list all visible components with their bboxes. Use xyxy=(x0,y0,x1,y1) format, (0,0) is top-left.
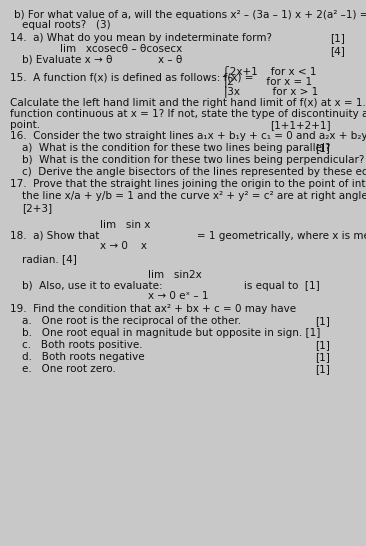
Text: x → 0    x: x → 0 x xyxy=(100,241,147,251)
Text: b)  Also, use it to evaluate:                         is equal to  [1]: b) Also, use it to evaluate: is equal to… xyxy=(22,281,320,291)
Text: b)  What is the condition for these two lines being perpendicular? [2]: b) What is the condition for these two l… xyxy=(22,155,366,165)
Text: [1]: [1] xyxy=(315,364,330,374)
Text: 19.  Find the condition that ax² + bx + c = 0 may have: 19. Find the condition that ax² + bx + c… xyxy=(10,304,296,314)
Text: b.   One root equal in magnitude but opposite in sign. [1]: b. One root equal in magnitude but oppos… xyxy=(22,328,320,338)
Text: the line x/a + y/b = 1 and the curve x² + y² = c² are at right angles if 1/a² + : the line x/a + y/b = 1 and the curve x² … xyxy=(22,191,366,201)
Text: ⎧2x+1    for x < 1: ⎧2x+1 for x < 1 xyxy=(222,65,317,77)
Text: lim   xcosecθ – θcosecx: lim xcosecθ – θcosecx xyxy=(60,44,182,54)
Text: [1]: [1] xyxy=(330,33,345,43)
Text: c)  Derive the angle bisectors of the lines represented by these equations.[2]: c) Derive the angle bisectors of the lin… xyxy=(22,167,366,177)
Text: [1]: [1] xyxy=(315,352,330,362)
Text: c.   Both roots positive.: c. Both roots positive. xyxy=(22,340,143,350)
Text: lim   sin2x: lim sin2x xyxy=(148,270,202,280)
Text: [1+1+2+1]: [1+1+2+1] xyxy=(270,120,330,130)
Text: d.   Both roots negative: d. Both roots negative xyxy=(22,352,145,362)
Text: b) Evaluate x → θ              x – θ: b) Evaluate x → θ x – θ xyxy=(22,54,182,64)
Text: b) For what value of a, will the equations x² – (3a – 1) x + 2(a² –1) = 0 have: b) For what value of a, will the equatio… xyxy=(14,10,366,20)
Text: 15.  A function f(x) is defined as follows: f(x) =: 15. A function f(x) is defined as follow… xyxy=(10,73,254,83)
Text: a)  What is the condition for these two lines being parallel?: a) What is the condition for these two l… xyxy=(22,143,330,153)
Text: [1]: [1] xyxy=(315,316,330,326)
Text: [4]: [4] xyxy=(330,46,345,56)
Text: ⎤2          for x = 1: ⎤2 for x = 1 xyxy=(222,75,312,87)
Text: equal roots?   (3): equal roots? (3) xyxy=(22,20,111,30)
Text: 16.  Consider the two straight lines a₁x + b₁y + c₁ = 0 and a₂x + b₂y + c₂ = 0.: 16. Consider the two straight lines a₁x … xyxy=(10,131,366,141)
Text: a.   One root is the reciprocal of the other.: a. One root is the reciprocal of the oth… xyxy=(22,316,241,326)
Text: 18.  a) Show that                              = 1 geometrically, where x is mea: 18. a) Show that = 1 geometrically, wher… xyxy=(10,231,366,241)
Text: [1]: [1] xyxy=(315,340,330,350)
Text: lim   sin x: lim sin x xyxy=(100,220,150,230)
Text: function continuous at x = 1? If not, state the type of discontinuity at the: function continuous at x = 1? If not, st… xyxy=(10,109,366,119)
Text: [2+3]: [2+3] xyxy=(22,203,52,213)
Text: point.: point. xyxy=(10,120,40,130)
Text: x → 0 eˣ – 1: x → 0 eˣ – 1 xyxy=(148,291,209,301)
Text: Calculate the left hand limit and the right hand limit of f(x) at x = 1. Is the: Calculate the left hand limit and the ri… xyxy=(10,98,366,108)
Text: radian. [4]: radian. [4] xyxy=(22,254,77,264)
Text: ⎥3x          for x > 1: ⎥3x for x > 1 xyxy=(222,85,318,97)
Text: 17.  Prove that the straight lines joining the origin to the point of intersecti: 17. Prove that the straight lines joinin… xyxy=(10,179,366,189)
Text: [1]: [1] xyxy=(315,143,330,153)
Text: e.   One root zero.: e. One root zero. xyxy=(22,364,116,374)
Text: 14.  a) What do you mean by indeterminate form?: 14. a) What do you mean by indeterminate… xyxy=(10,33,272,43)
